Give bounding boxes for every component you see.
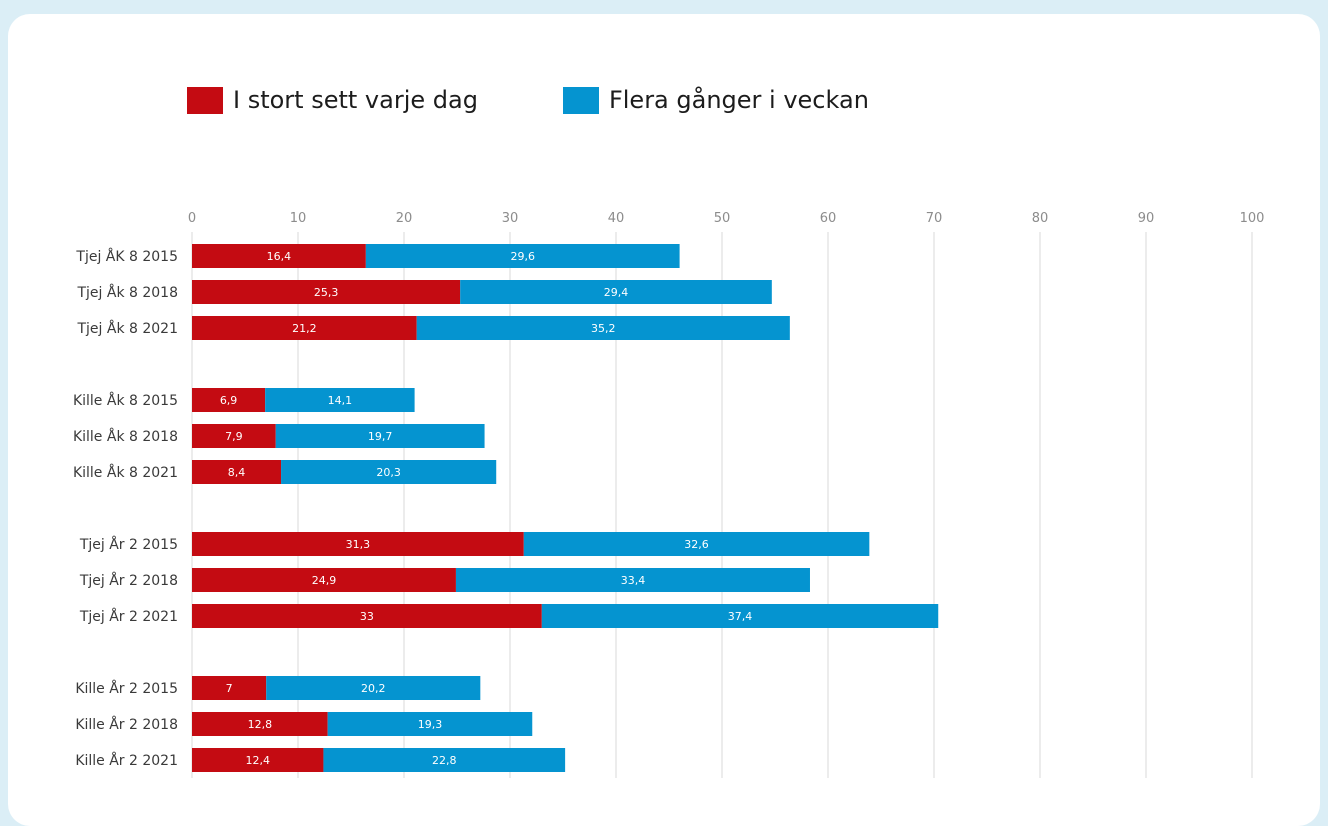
data-label: 20,2: [361, 682, 386, 695]
legend-item-series1: I stort sett varje dag: [187, 86, 478, 114]
x-tick-label: 40: [608, 211, 625, 226]
bar-segment: [416, 316, 790, 340]
bar-segment: [192, 388, 266, 412]
bar-segment: [460, 280, 772, 304]
category-label: Kille År 2 2021: [75, 752, 178, 769]
bar-segment: [323, 748, 566, 772]
data-label: 20,3: [376, 466, 401, 479]
data-label: 37,4: [728, 610, 753, 623]
category-label: Kille År 2 2018: [75, 716, 178, 733]
data-label: 22,8: [432, 754, 457, 767]
data-label: 14,1: [328, 394, 353, 407]
x-tick-label: 50: [714, 211, 731, 226]
bar-segment: [192, 316, 417, 340]
chart-legend: I stort sett varje dag Flera gånger i ve…: [187, 86, 954, 114]
legend-swatch-series2: [562, 86, 599, 114]
bar-segment: [192, 712, 328, 736]
bar-segment: [327, 712, 533, 736]
x-tick-label: 100: [1240, 211, 1265, 226]
bar-segment: [266, 676, 481, 700]
data-label: 19,7: [368, 430, 393, 443]
legend-label-series1: I stort sett varje dag: [233, 86, 478, 114]
bar-segment: [365, 244, 680, 268]
category-label: Kille Åk 8 2021: [73, 464, 178, 481]
category-label: Tjej Åk 8 2018: [76, 284, 178, 301]
bar-segment: [275, 424, 485, 448]
category-label: Tjej ÅK 8 2015: [75, 248, 178, 265]
data-label: 33,4: [621, 574, 646, 587]
x-tick-label: 0: [188, 211, 196, 226]
bar-segment: [192, 532, 524, 556]
x-tick-label: 80: [1032, 211, 1049, 226]
bar-segment: [192, 280, 461, 304]
data-label: 19,3: [418, 718, 443, 731]
data-label: 7,9: [225, 430, 243, 443]
legend-item-series2: Flera gånger i veckan: [562, 86, 869, 114]
x-tick-label: 20: [396, 211, 413, 226]
data-label: 8,4: [228, 466, 246, 479]
bar-segment: [192, 460, 282, 484]
category-label: Tjej År 2 2021: [79, 608, 178, 625]
data-label: 25,3: [314, 286, 339, 299]
x-tick-label: 10: [290, 211, 307, 226]
bar-segment: [192, 568, 456, 592]
category-label: Kille Åk 8 2015: [73, 392, 178, 409]
legend-swatch-series1: [187, 86, 223, 114]
bar-segment: [455, 568, 810, 592]
data-label: 29,6: [510, 250, 535, 263]
data-label: 12,4: [245, 754, 270, 767]
data-label: 16,4: [267, 250, 292, 263]
category-label: Kille Åk 8 2018: [73, 428, 178, 445]
data-label: 33: [360, 610, 374, 623]
legend-label-series2: Flera gånger i veckan: [608, 86, 869, 114]
category-label: Tjej År 2 2015: [79, 536, 178, 553]
data-label: 12,8: [248, 718, 273, 731]
bar-segment: [265, 388, 415, 412]
x-tick-label: 90: [1138, 211, 1155, 226]
bar-segment: [192, 748, 324, 772]
x-tick-label: 30: [502, 211, 519, 226]
bar-segment: [192, 424, 276, 448]
data-label: 31,3: [346, 538, 371, 551]
bar-segment: [192, 604, 542, 628]
data-label: 24,9: [312, 574, 337, 587]
data-label: 32,6: [684, 538, 709, 551]
category-label: Tjej År 2 2018: [79, 572, 178, 589]
bar-segment: [523, 532, 870, 556]
x-tick-label: 60: [820, 211, 837, 226]
data-label: 6,9: [220, 394, 238, 407]
category-label: Tjej Åk 8 2021: [76, 320, 178, 337]
data-label: 7: [226, 682, 233, 695]
data-label: 29,4: [604, 286, 629, 299]
bar-segment: [281, 460, 497, 484]
bar-segment: [192, 244, 366, 268]
bar-segment: [541, 604, 939, 628]
data-label: 35,2: [591, 322, 616, 335]
category-label: Kille År 2 2015: [75, 680, 178, 697]
x-tick-label: 70: [926, 211, 943, 226]
data-label: 21,2: [292, 322, 317, 335]
bar-segment: [192, 676, 267, 700]
